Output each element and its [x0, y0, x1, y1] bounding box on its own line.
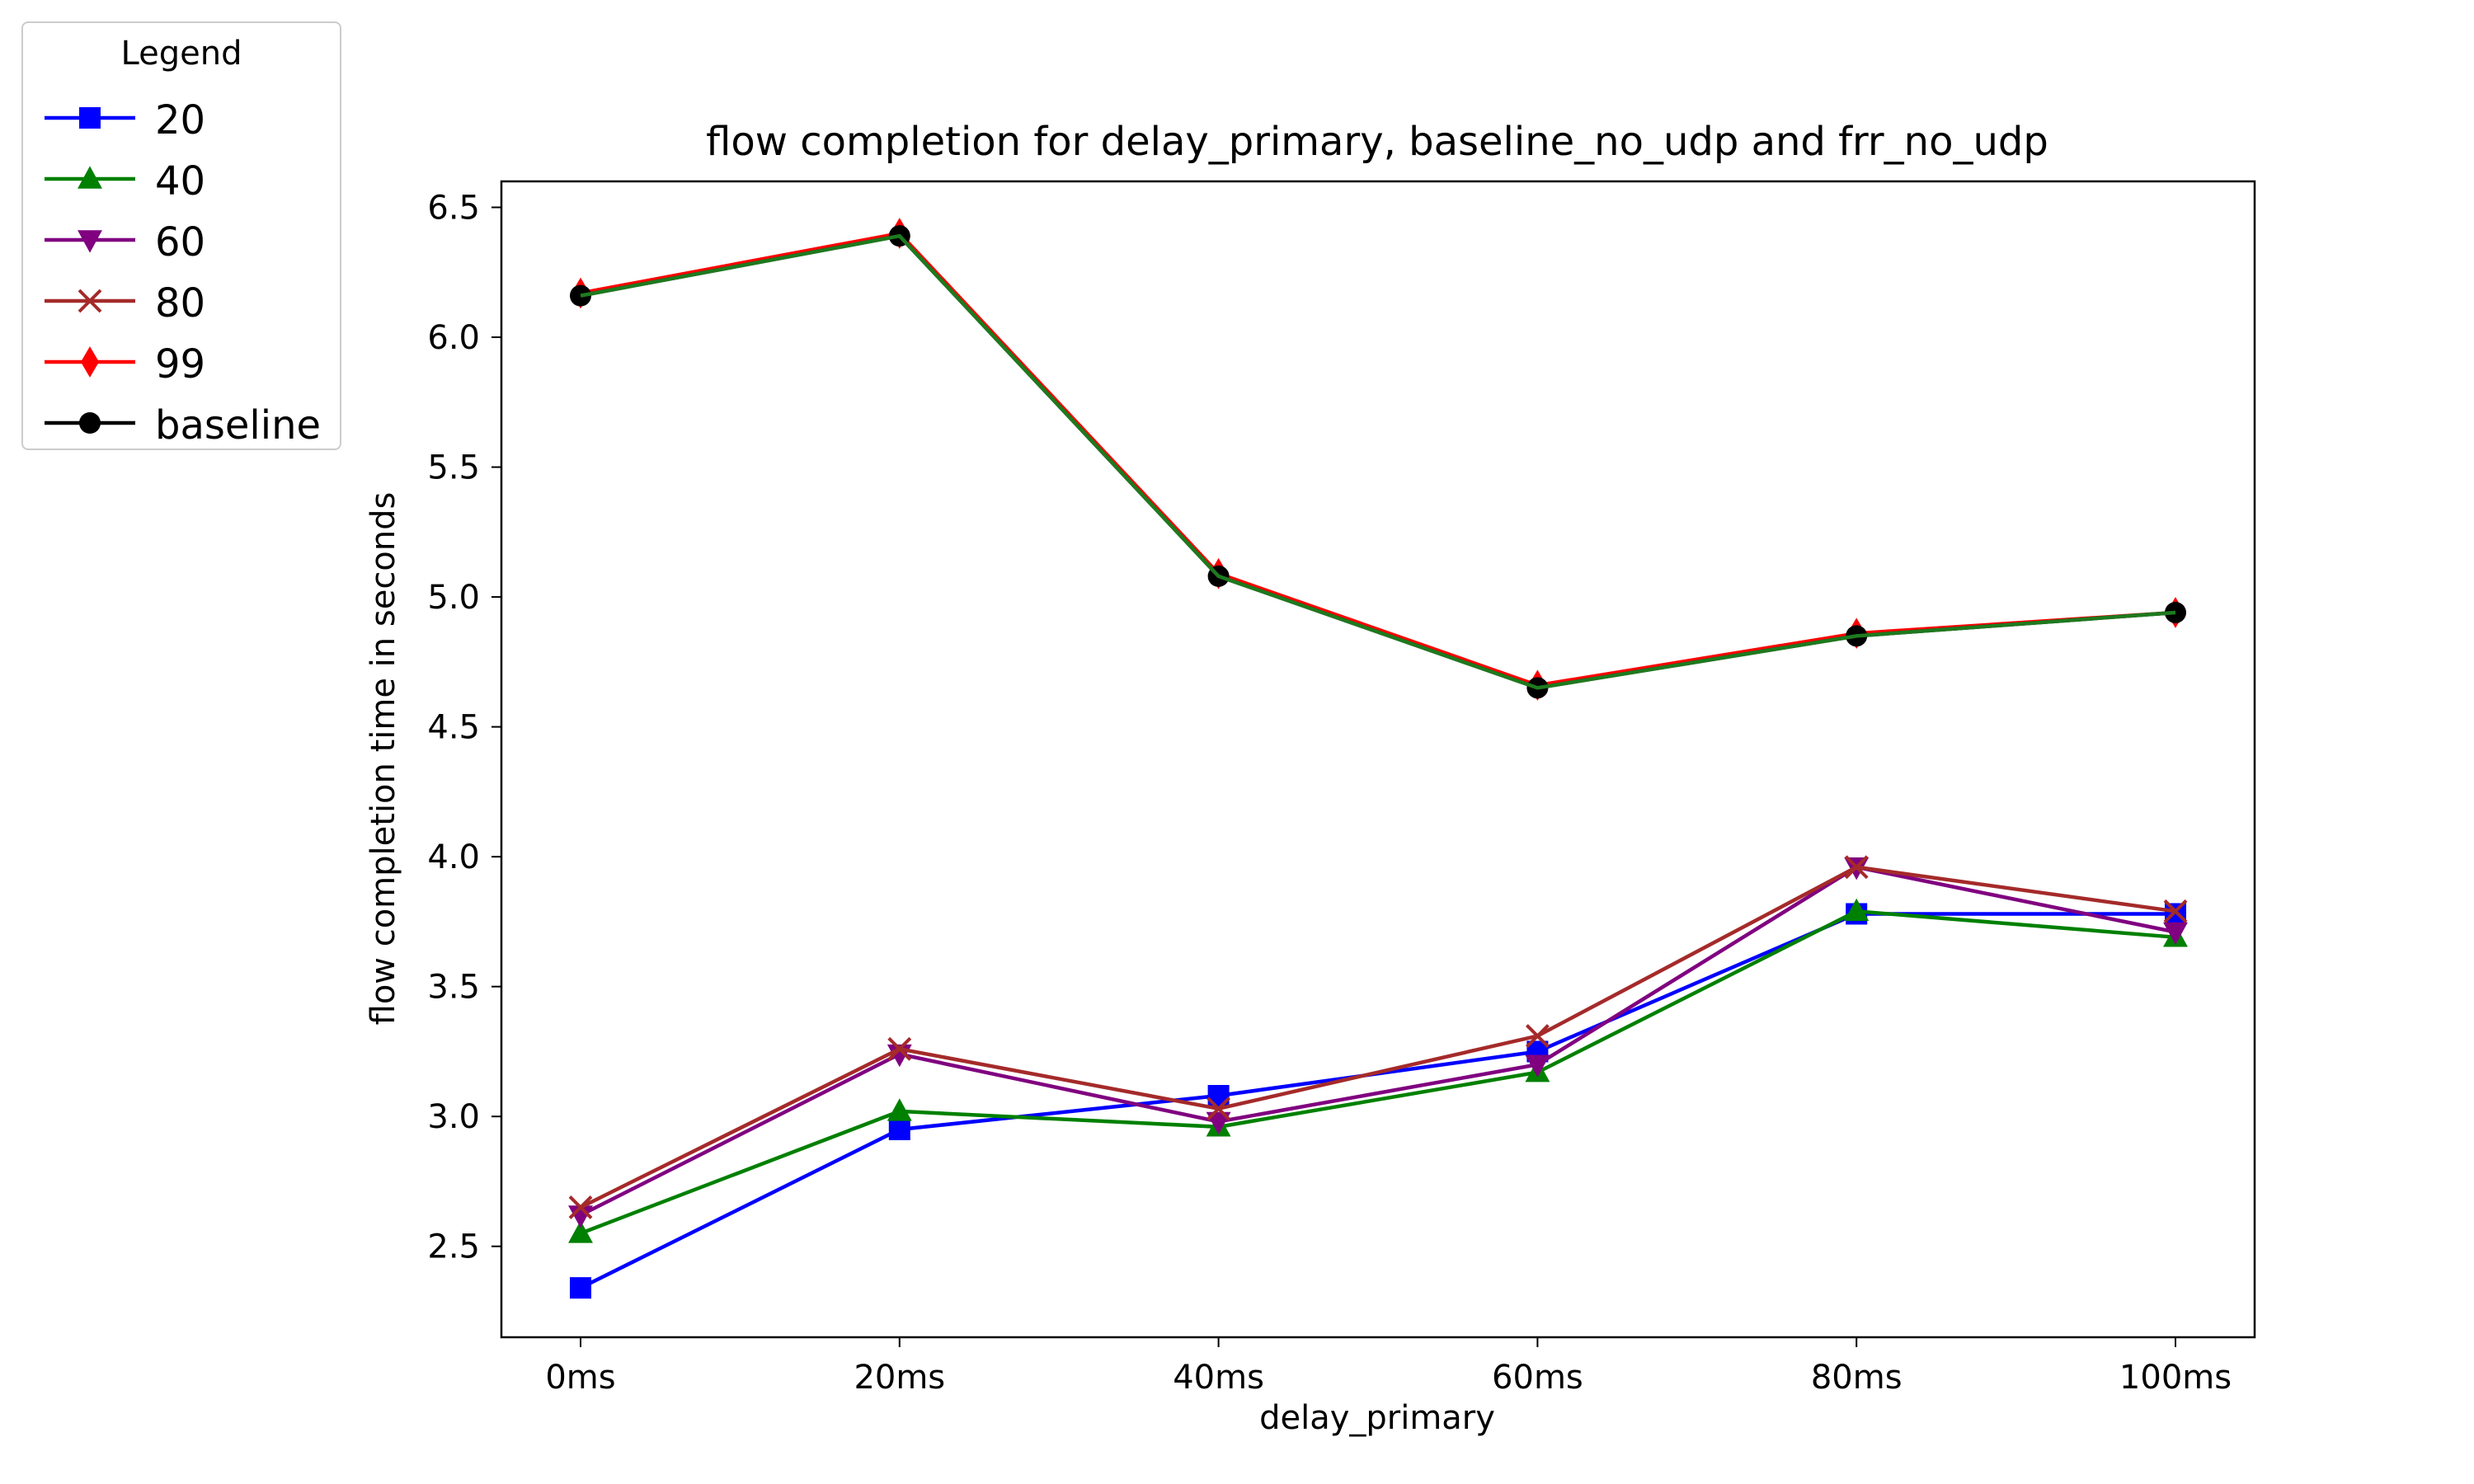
plot-area: 2.5 3.0 3.5 4.0 4.5 5.0 5.5 6.0 6.5 0ms 20ms 40ms 60…: [427, 180, 2256, 1397]
legend-swatch-40: [45, 166, 135, 189]
y-tick-label: 6.5: [427, 190, 480, 228]
data-point-60: [568, 1205, 593, 1228]
legend-label: 60: [155, 219, 206, 265]
data-point-80: [1844, 855, 1869, 880]
data-point-80-stroke-b: [1525, 1024, 1550, 1048]
legend-swatch-80: [45, 289, 135, 313]
legend-entry-60: 60: [23, 209, 340, 270]
legend-title: Legend: [120, 35, 242, 73]
series-80: [568, 855, 2188, 1219]
plot-frame: [500, 180, 2256, 1339]
legend-label: 80: [155, 280, 206, 326]
y-tick-label: 6.0: [427, 319, 480, 357]
x-axis-label: delay_primary: [1259, 1399, 1495, 1437]
series-line-40: [580, 909, 2176, 1236]
data-point-80: [1525, 1024, 1550, 1048]
legend-swatch-marker: [78, 289, 102, 313]
overlay-line: [580, 233, 2176, 690]
series-line-baseline: [580, 233, 2176, 690]
legend-swatch-marker: [80, 346, 100, 378]
legend-label: 40: [155, 158, 206, 204]
legend-swatch-baseline: [45, 412, 135, 434]
y-tick-label: 5.5: [427, 449, 480, 487]
data-point-80-stroke-b: [1844, 855, 1869, 880]
legend: Legend 20 40 60 80 99 baseline: [21, 21, 341, 450]
x-tick-label: 20ms: [854, 1359, 945, 1397]
x-tick-label: 60ms: [1492, 1359, 1583, 1397]
legend-swatch-60: [45, 230, 135, 253]
data-point-80-stroke-b: [887, 1036, 912, 1061]
data-point-40: [1844, 898, 1870, 922]
x-tick-label: 0ms: [545, 1359, 615, 1397]
data-point-80: [887, 1036, 912, 1061]
data-point-80-stroke-b: [2163, 899, 2188, 923]
data-point-40: [887, 1098, 912, 1121]
data-point-80-stroke-b: [1206, 1097, 1231, 1121]
legend-swatch-marker: [78, 166, 102, 189]
data-point-80: [568, 1195, 593, 1219]
y-tick-label: 5.0: [427, 579, 480, 617]
data-point-80: [2163, 899, 2188, 923]
y-tick-label: 3.0: [427, 1098, 480, 1136]
legend-swatch-marker-stroke-b: [78, 289, 102, 313]
data-point-20: [888, 1118, 910, 1140]
legend-entry-80: 80: [23, 270, 340, 331]
legend-items: 20 40 60 80 99 baseline: [23, 87, 340, 453]
data-point-80: [1206, 1097, 1231, 1121]
y-tick-label: 2.5: [427, 1228, 480, 1266]
y-tick-label: 4.0: [427, 838, 480, 876]
legend-swatch-marker: [78, 230, 102, 253]
legend-swatch-marker: [79, 107, 101, 129]
chart-title: flow completion for delay_primary, basel…: [706, 119, 2048, 165]
legend-entry-40: 40: [23, 148, 340, 209]
series-line-99: [580, 231, 2176, 688]
data-point-60: [1525, 1054, 1550, 1078]
legend-label: 99: [155, 341, 206, 387]
y-tick-label: 3.5: [427, 969, 480, 1007]
series-line-80: [579, 865, 2176, 1209]
data-point-20: [2165, 903, 2186, 925]
x-tick-label: 100ms: [2119, 1359, 2232, 1397]
y-tick-label: 4.5: [427, 709, 480, 747]
legend-entry-99: 99: [23, 331, 340, 392]
series-40: [568, 898, 2188, 1243]
legend-label: baseline: [155, 402, 322, 448]
legend-entry-20: 20: [23, 87, 340, 148]
x-tick-label: 80ms: [1811, 1359, 1903, 1397]
legend-swatch-20: [45, 107, 135, 129]
legend-swatch-99: [45, 346, 135, 378]
data-point-80-stroke-b: [568, 1195, 593, 1219]
legend-label: 20: [155, 97, 206, 143]
series-line-60: [579, 865, 2176, 1217]
data-point-20: [570, 1277, 591, 1299]
data-point-40: [568, 1220, 593, 1243]
legend-swatch-marker: [79, 412, 101, 434]
y-axis-label: flow completion time in seconds: [365, 492, 402, 1026]
legend-entry-baseline: baseline: [23, 392, 340, 453]
data-point-60: [2163, 922, 2188, 946]
x-tick-label: 40ms: [1173, 1359, 1264, 1397]
data-point-60: [1206, 1111, 1231, 1135]
